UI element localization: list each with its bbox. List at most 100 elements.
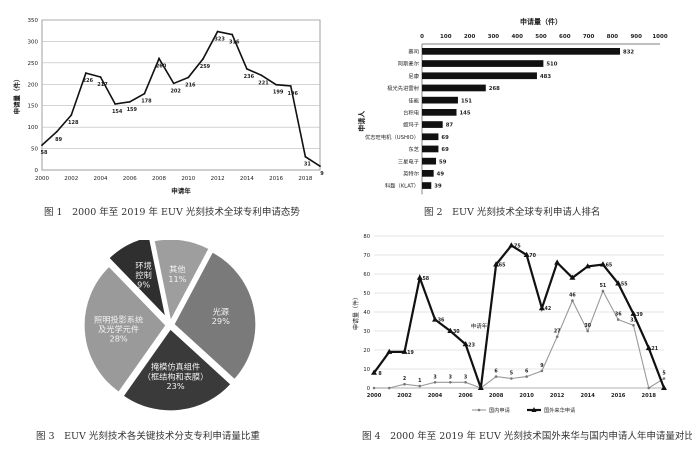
fig2-bar-value-label: 59	[439, 159, 447, 165]
fig1-xtick-label: 2006	[123, 176, 137, 182]
fig3-slice-label: 28%	[109, 334, 127, 344]
fig2-xtick-label: 400	[511, 34, 523, 40]
fig1-xtick-label: 2018	[298, 176, 312, 182]
fig2-bar-chart: 申请量（件） 0 100 200 300 400 500 600 700 800 900 1000 蔡司…	[357, 17, 668, 195]
fig1-data-point	[143, 92, 146, 95]
fig4-data-point-domestic	[449, 381, 452, 384]
fig1-data-point	[84, 72, 87, 75]
fig1-data-point	[216, 30, 219, 33]
fig1-data-label: 217	[97, 82, 108, 88]
fig4-data-label: 23	[468, 342, 475, 348]
fig1-data-point	[231, 33, 234, 36]
fig1-data-point	[70, 114, 73, 117]
fig4-data-point-domestic	[540, 369, 544, 373]
fig1-data-point	[304, 155, 307, 158]
fig1-ytick-label: 200	[28, 82, 39, 88]
fig1-data-label: 154	[112, 109, 123, 115]
fig4-data-point-foreign	[493, 261, 500, 267]
fig4-data-point-domestic	[586, 329, 589, 333]
fig1-data-label: 316	[229, 40, 240, 46]
fig2-category-label: 极光先进雷射	[387, 84, 419, 92]
fig2-category-label: 科磊（KLAT）	[385, 182, 419, 190]
fig4-data-point-foreign	[371, 369, 377, 375]
fig4-data-label: 21	[651, 346, 658, 352]
fig4-caption: 图 4 2000 年至 2019 年 EUV 光刻技术国外来华与国内申请人年申请…	[362, 431, 692, 442]
fig1-xtick-label: 2014	[240, 176, 254, 182]
fig4-data-label: 65	[606, 263, 613, 269]
fig4-data-point-foreign	[462, 341, 469, 347]
fig1-caption: 图 1 2000 年至 2019 年 EUV 光刻技术全球专利申请态势	[44, 207, 300, 218]
fig1-series-line	[41, 30, 321, 167]
fig2-category-label: 佳能	[408, 96, 419, 104]
fig4-data-label: 3	[464, 374, 467, 380]
fig2-category-label: 英特尔	[403, 170, 420, 178]
fig2-bar-value-label: 832	[623, 50, 634, 56]
fig4-data-label: 1	[418, 378, 421, 384]
fig4-data-point-domestic	[433, 381, 437, 384]
fig4-data-label: 30	[584, 323, 591, 329]
fig3-pie-slice	[173, 251, 257, 381]
fig1-data-label: 199	[273, 90, 284, 96]
fig4-legend-marker	[477, 408, 481, 412]
fig1-data-point	[99, 76, 102, 78]
fig2-xtick-label: 500	[535, 34, 547, 40]
fig1-data-point	[319, 165, 321, 168]
fig1-data-label: 31	[304, 162, 311, 168]
fig4-xtick-label: 2002	[397, 393, 412, 399]
fig1-data-point	[202, 58, 204, 60]
fig4-xtick-label: 2008	[489, 393, 504, 399]
fig4-data-label: 65	[499, 263, 506, 269]
fig4-data-point-foreign	[645, 344, 652, 351]
fig4-data-point-foreign	[416, 274, 423, 280]
fig1-ytick-label: 150	[28, 104, 39, 110]
fig4-data-label: 6	[494, 369, 498, 375]
fig4-data-point-foreign	[554, 259, 561, 265]
fig4-ytick-label: 10	[363, 367, 370, 373]
fig4-data-point-domestic	[555, 335, 559, 338]
fig3-pie-slice	[122, 328, 232, 412]
fig2-bar	[422, 72, 537, 80]
fig4-data-point-foreign	[386, 348, 393, 354]
fig2-bar-value-label: 69	[441, 147, 449, 153]
fig1-ytick-label: 250	[28, 61, 39, 67]
fig2-bar-value-label: 39	[434, 184, 442, 190]
fig2-caption: 图 2 EUV 光刻技术全球专利申请人排名	[424, 207, 601, 218]
fig3-slice-label: 29%	[212, 316, 230, 326]
fig3-slice-label: 及光学元件	[98, 324, 139, 334]
fig4-data-point-domestic	[632, 324, 635, 327]
fig4-xtick-label: 2000	[367, 393, 382, 399]
fig4-data-label: 5	[510, 371, 513, 377]
fig1-data-point	[128, 100, 131, 103]
fig2-xtick-label: 800	[607, 34, 619, 40]
fig2-bar-value-label: 49	[437, 172, 445, 178]
fig3-pie-slice	[107, 240, 167, 319]
fig4-data-label: 27	[554, 329, 561, 335]
fig3-caption: 图 3 EUV 光刻技术各关键技术分支专利申请量比重	[36, 431, 260, 442]
fig4-data-label: 33	[630, 317, 637, 323]
fig4-series-line-0	[374, 289, 665, 389]
fig1-data-label: 260	[156, 64, 167, 70]
fig3-slice-label: 11%	[168, 274, 186, 284]
fig1-ytick-label: 100	[28, 125, 39, 131]
fig2-bar-value-label: 268	[489, 86, 500, 92]
fig1-data-label: 159	[127, 107, 138, 113]
fig3-slice-label: 环境	[135, 260, 151, 270]
fig4-data-label: 19	[407, 350, 414, 356]
fig4-data-point-foreign	[523, 251, 530, 257]
fig4-data-label: 3	[433, 374, 436, 380]
fig2-ylabel: 申请人	[357, 110, 366, 132]
fig1-ytick-label: 0	[35, 168, 39, 174]
fig2-bar	[422, 182, 432, 189]
fig4-line-chart: 0 10 20 30 40 50 60 70 80 2000 2002 2004 2006 2008 201…	[352, 234, 667, 414]
fig4-xtick-label: 2014	[580, 393, 595, 399]
fig2-xtick-label: 900	[630, 34, 642, 40]
fig4-xtick-label: 2016	[611, 393, 626, 399]
fig1-xtick-label: 2000	[35, 176, 49, 182]
fig2-bar	[422, 157, 437, 165]
fig4-ytick-label: 60	[363, 272, 370, 278]
fig4-legend-marker	[531, 407, 537, 412]
fig2-category-label: 阿斯麦尔	[398, 60, 420, 68]
fig2-xtick-label: 0	[420, 34, 424, 40]
fig4-data-label: 46	[569, 293, 576, 299]
fig4-data-label: 70	[529, 253, 536, 259]
